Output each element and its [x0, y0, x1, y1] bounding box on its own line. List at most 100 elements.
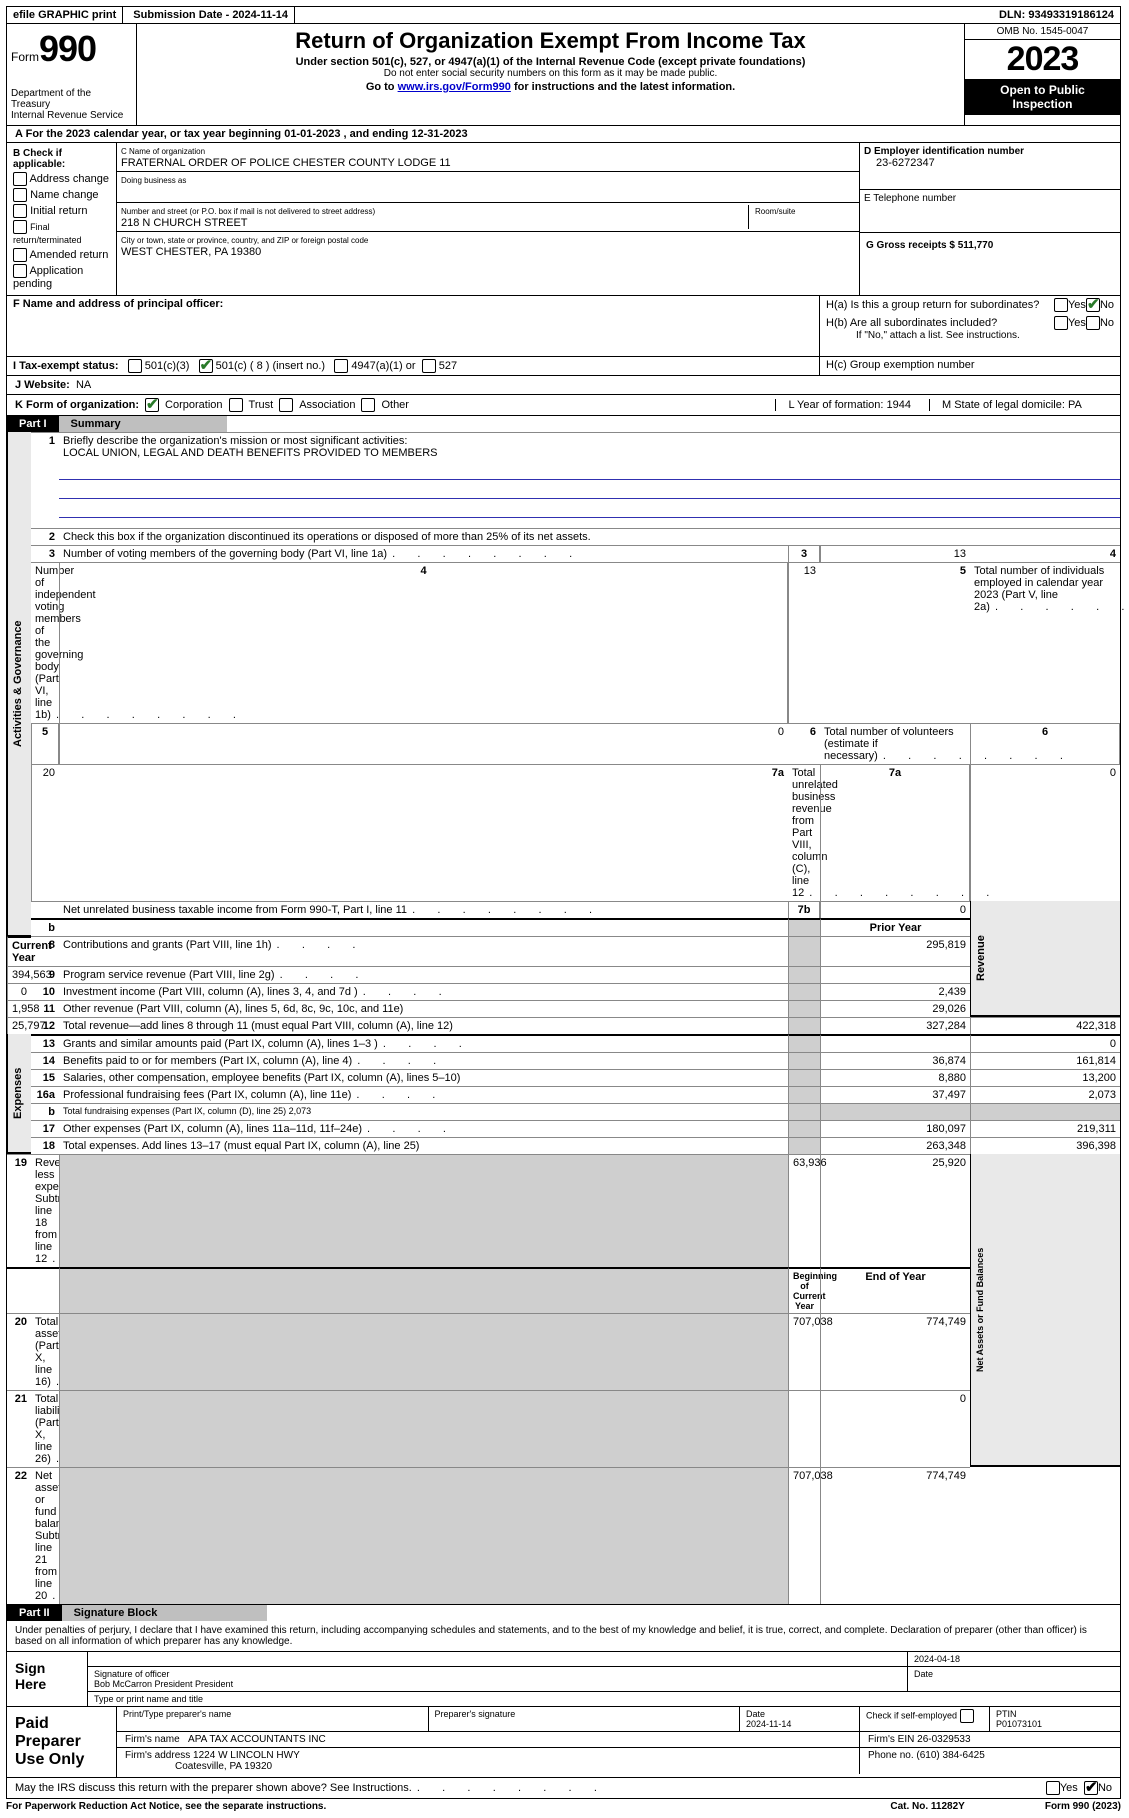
v3: 13 — [820, 545, 970, 562]
l4: Number of independent voting members of … — [31, 562, 59, 723]
chk-ha-no[interactable] — [1086, 298, 1100, 312]
lbl-initial-return: Initial return — [30, 205, 87, 217]
l1b: LOCAL UNION, LEGAL AND DEATH BENEFITS PR… — [63, 447, 438, 459]
l5: Total number of individuals employed in … — [970, 562, 1120, 723]
prep-check-label: Check if self-employed — [866, 1710, 957, 1720]
l22: Net assets or fund balances. Subtract li… — [31, 1467, 59, 1604]
chk-initial-return[interactable] — [13, 204, 27, 218]
chk-hb-yes[interactable] — [1054, 316, 1068, 330]
ein-value: 23-6272347 — [864, 157, 935, 169]
c13: 0 — [970, 1034, 1120, 1052]
chk-final-return[interactable] — [13, 220, 27, 234]
side-net: Net Assets or Fund Balances — [970, 1154, 1120, 1467]
chk-discuss-no[interactable] — [1084, 1781, 1098, 1795]
l10: Investment income (Part VIII, column (A)… — [59, 983, 788, 1000]
l11: Other revenue (Part VIII, column (A), li… — [59, 1000, 788, 1017]
form-word: Form — [11, 50, 39, 64]
k-l-m-row: K Form of organization: Corporation Trus… — [6, 395, 1121, 416]
side-exp: Expenses — [7, 1034, 31, 1154]
penalty-text: Under penalties of perjury, I declare th… — [7, 1621, 1120, 1651]
room-label: Room/suite — [755, 207, 795, 216]
chk-address-change[interactable] — [13, 172, 27, 186]
lbl-amended: Amended return — [29, 249, 108, 261]
org-city: WEST CHESTER, PA 19380 — [121, 246, 261, 258]
part2-num: Part II — [7, 1605, 62, 1621]
l8: Contributions and grants (Part VIII, lin… — [59, 936, 788, 966]
l12: Total revenue—add lines 8 through 11 (mu… — [59, 1017, 788, 1034]
p16a: 37,497 — [820, 1086, 970, 1103]
chk-self-employed[interactable] — [960, 1709, 974, 1723]
e-label: E Telephone number — [864, 193, 956, 204]
c8: 394,563 — [7, 966, 31, 983]
g-label: G Gross receipts $ 511,770 — [866, 240, 993, 251]
p15: 8,880 — [820, 1069, 970, 1086]
chk-name-change[interactable] — [13, 188, 27, 202]
tax-year-range: For the 2023 calendar year, or tax year … — [26, 128, 468, 140]
f-label: F Name and address of principal officer: — [13, 298, 223, 310]
signature-block: Part II Signature Block Under penalties … — [6, 1605, 1121, 1799]
goto-line: Go to www.irs.gov/Form990 for instructio… — [141, 81, 960, 93]
l18: Total expenses. Add lines 13–17 (must eq… — [59, 1137, 788, 1154]
entity-block: B Check if applicable: Address change Na… — [6, 143, 1121, 296]
lbl-address-change: Address change — [29, 173, 109, 185]
firm-ein: 26-0329533 — [917, 1734, 970, 1745]
chk-4947[interactable] — [334, 359, 348, 373]
chk-hb-no[interactable] — [1086, 316, 1100, 330]
c9: 0 — [7, 983, 31, 1000]
efile-tag[interactable]: efile GRAPHIC print — [7, 7, 123, 23]
end-hdr: End of Year — [820, 1267, 970, 1313]
chk-corp[interactable] — [145, 398, 159, 412]
l7a: Total unrelated business revenue from Pa… — [788, 764, 820, 901]
v5: 0 — [59, 723, 788, 764]
may-discuss: May the IRS discuss this return with the… — [15, 1782, 599, 1794]
p9 — [820, 966, 970, 983]
summary-table: Activities & Governance 1Briefly describ… — [7, 432, 1120, 1604]
chk-501c[interactable] — [199, 359, 213, 373]
c18: 396,398 — [970, 1137, 1120, 1154]
chk-527[interactable] — [422, 359, 436, 373]
chk-app-pending[interactable] — [13, 264, 27, 278]
l16b: Total fundraising expenses (Part IX, col… — [59, 1103, 788, 1120]
blueline3 — [59, 499, 1120, 518]
side-rev: Revenue — [970, 901, 1120, 1017]
c17: 219,311 — [970, 1120, 1120, 1137]
chk-other[interactable] — [361, 398, 375, 412]
lbl-501c: 501(c) ( 8 ) (insert no.) — [216, 360, 325, 372]
form-ref: Form 990 (2023) — [1045, 1801, 1121, 1812]
prep-date: 2024-11-14 — [746, 1719, 791, 1729]
lbl-corp: Corporation — [165, 399, 222, 411]
p11: 29,026 — [820, 1000, 970, 1017]
curr-hdr: Current Year — [7, 936, 31, 966]
l2: Check this box if the organization disco… — [59, 528, 1120, 545]
type-name-label: Type or print name and title — [88, 1692, 1120, 1706]
chk-assoc[interactable] — [279, 398, 293, 412]
officer-name: Bob McCarron President President — [94, 1679, 233, 1689]
p8: 295,819 — [820, 936, 970, 966]
form990-link[interactable]: www.irs.gov/Form990 — [398, 81, 511, 93]
ptin-label: PTIN — [996, 1709, 1017, 1719]
l6: Total number of volunteers (estimate if … — [820, 723, 970, 764]
p14: 36,874 — [820, 1052, 970, 1069]
addr-label: Number and street (or P.O. box if mail i… — [121, 207, 375, 216]
c22: 774,749 — [820, 1467, 970, 1604]
p20: 707,038 — [788, 1313, 820, 1390]
part1-num: Part I — [7, 416, 59, 432]
chk-amended[interactable] — [13, 248, 27, 262]
discuss-no: No — [1098, 1782, 1112, 1794]
i-label: I Tax-exempt status: — [13, 360, 119, 372]
blueline2 — [59, 480, 1120, 499]
firm-addr: 1224 W LINCOLN HWY — [193, 1750, 300, 1761]
beg-hdr: Beginning of Current Year — [788, 1267, 820, 1313]
city-label: City or town, state or province, country… — [121, 236, 368, 245]
l1a: Briefly describe the organization's miss… — [63, 435, 407, 447]
chk-trust[interactable] — [229, 398, 243, 412]
chk-501c3[interactable] — [128, 359, 142, 373]
chk-ha-yes[interactable] — [1054, 298, 1068, 312]
lbl-yes: Yes — [1068, 299, 1086, 311]
lbl-trust: Trust — [249, 399, 274, 411]
phone-label: Phone no. — [868, 1750, 914, 1761]
chk-discuss-yes[interactable] — [1046, 1781, 1060, 1795]
ptin-value: P01073101 — [996, 1719, 1042, 1729]
phone-value: (610) 384-6425 — [916, 1750, 984, 1761]
lbl-assoc: Association — [299, 399, 355, 411]
